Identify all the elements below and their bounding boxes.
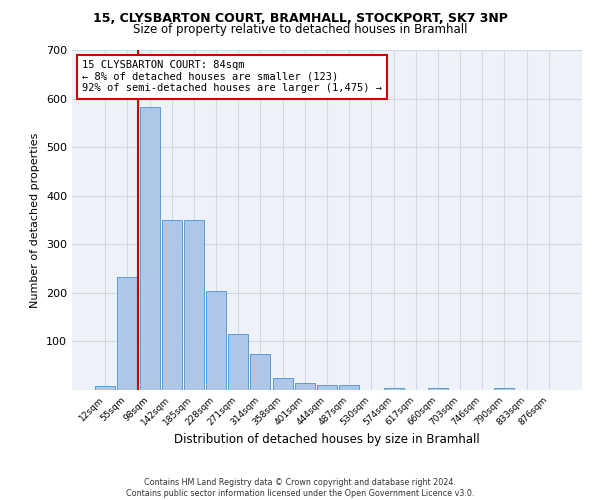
Bar	[272, 378, 293, 390]
Text: Contains HM Land Registry data © Crown copyright and database right 2024.
Contai: Contains HM Land Registry data © Crown c…	[126, 478, 474, 498]
Bar	[95, 386, 115, 390]
Bar	[339, 385, 359, 390]
Bar	[494, 388, 514, 390]
Y-axis label: Number of detached properties: Number of detached properties	[31, 132, 40, 308]
Bar	[162, 220, 182, 390]
Bar	[118, 278, 137, 390]
Text: Size of property relative to detached houses in Bramhall: Size of property relative to detached ho…	[133, 22, 467, 36]
Bar	[250, 354, 271, 390]
Bar	[317, 385, 337, 390]
Bar	[228, 334, 248, 390]
Bar	[140, 107, 160, 390]
Bar	[295, 382, 315, 390]
Text: 15 CLYSBARTON COURT: 84sqm
← 8% of detached houses are smaller (123)
92% of semi: 15 CLYSBARTON COURT: 84sqm ← 8% of detac…	[82, 60, 382, 94]
Bar	[206, 292, 226, 390]
X-axis label: Distribution of detached houses by size in Bramhall: Distribution of detached houses by size …	[174, 432, 480, 446]
Bar	[383, 388, 404, 390]
Bar	[428, 388, 448, 390]
Text: 15, CLYSBARTON COURT, BRAMHALL, STOCKPORT, SK7 3NP: 15, CLYSBARTON COURT, BRAMHALL, STOCKPOR…	[92, 12, 508, 26]
Bar	[184, 220, 204, 390]
